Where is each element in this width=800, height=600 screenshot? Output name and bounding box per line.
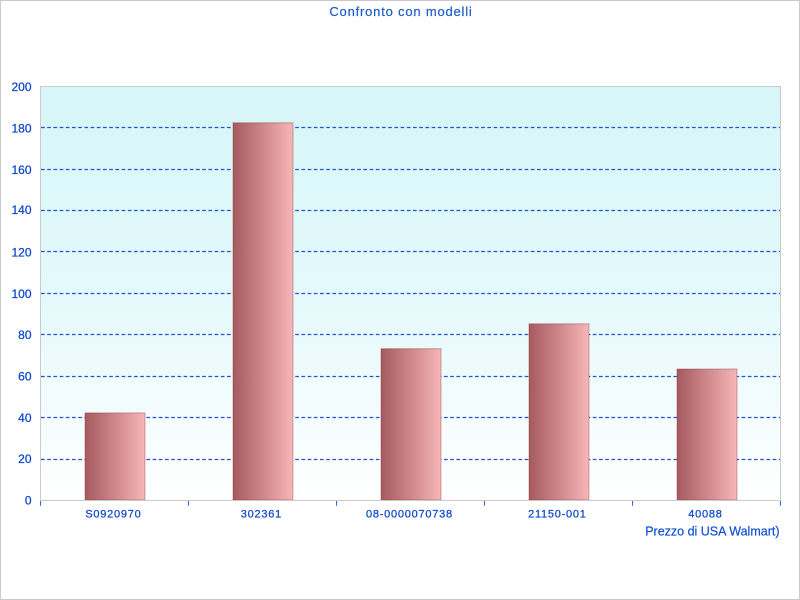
svg-text:S0920970: S0920970 (85, 509, 141, 521)
svg-text:140: 140 (11, 203, 31, 217)
svg-text:Confronto con modelli: Confronto con modelli (329, 4, 472, 19)
svg-text:Prezzo di USA Walmart): Prezzo di USA Walmart) (645, 525, 779, 539)
svg-text:160: 160 (11, 163, 31, 177)
svg-text:200: 200 (11, 80, 31, 94)
svg-text:302361: 302361 (241, 509, 282, 521)
svg-text:100: 100 (11, 287, 31, 301)
svg-text:40: 40 (18, 411, 32, 425)
svg-text:21150-001: 21150-001 (528, 509, 587, 521)
svg-text:60: 60 (18, 370, 32, 384)
svg-text:120: 120 (11, 245, 31, 259)
svg-text:40088: 40088 (688, 509, 722, 521)
svg-text:20: 20 (18, 452, 32, 466)
svg-text:80: 80 (18, 328, 32, 342)
svg-text:0: 0 (25, 494, 32, 508)
svg-text:180: 180 (11, 121, 31, 135)
svg-text:08-0000070738: 08-0000070738 (366, 509, 453, 521)
